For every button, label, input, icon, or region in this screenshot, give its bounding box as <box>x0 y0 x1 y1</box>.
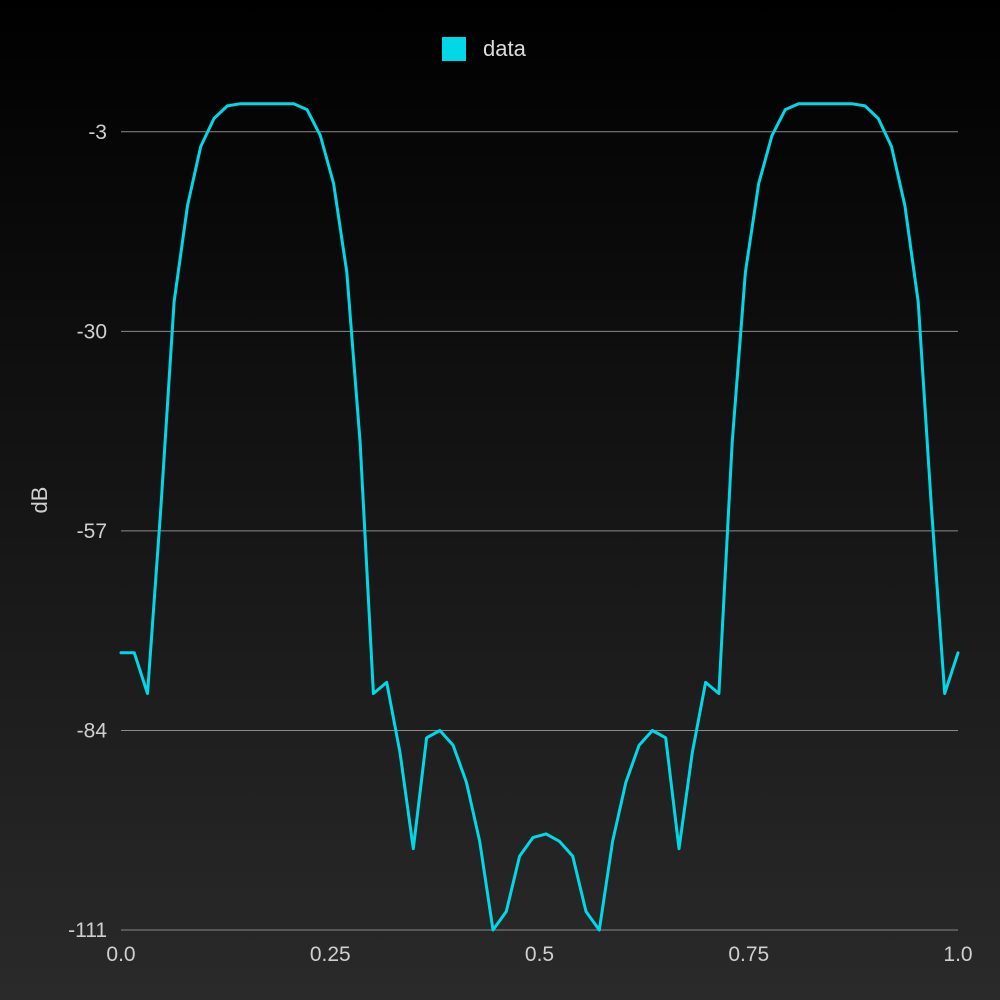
y-tick-label-0: -3 <box>88 121 107 144</box>
y-tick-label-2: -57 <box>77 520 107 543</box>
legend-swatch-data[interactable] <box>442 37 466 61</box>
x-axis-ticks: 0.0 0.25 0.5 0.75 1.0 <box>106 943 972 966</box>
x-tick-label-2: 0.5 <box>525 943 554 966</box>
plot-area <box>119 102 960 932</box>
y-tick-label-3: -84 <box>77 719 108 742</box>
x-tick-label-1: 0.25 <box>310 943 351 966</box>
legend-label-data[interactable]: data <box>483 36 527 61</box>
y-axis-title: dB <box>27 487 52 514</box>
grid-lines <box>121 131 958 931</box>
series-line-data <box>119 102 960 932</box>
legend[interactable]: data <box>442 36 527 61</box>
x-tick-label-4: 1.0 <box>943 943 972 966</box>
y-tick-label-4: -111 <box>68 919 107 942</box>
x-tick-label-3: 0.75 <box>728 943 769 966</box>
y-axis-ticks: -3 -30 -57 -84 -111 <box>68 121 107 942</box>
x-tick-label-0: 0.0 <box>106 943 135 966</box>
y-tick-label-1: -30 <box>77 320 107 343</box>
